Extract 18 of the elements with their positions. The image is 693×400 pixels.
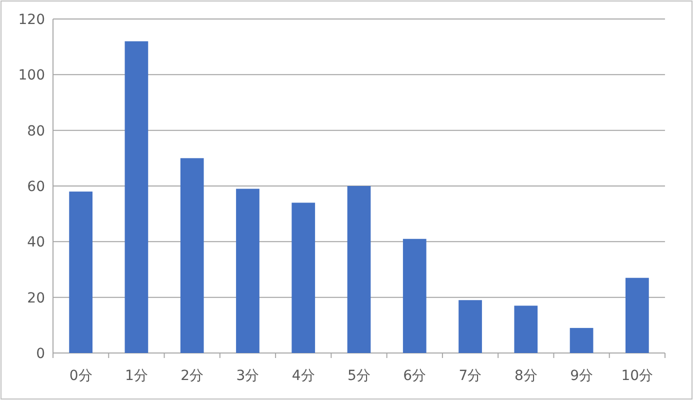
x-tick-label: 5分 (348, 368, 370, 384)
x-tick-label: 6分 (403, 368, 426, 384)
x-tick-label: 3分 (236, 368, 260, 384)
x-tick-label: 8分 (514, 368, 538, 384)
x-tick-label: 0分 (69, 368, 92, 384)
x-tick-label: 7分 (458, 368, 482, 384)
y-tick-label: 120 (18, 12, 45, 28)
y-tick-label: 60 (27, 179, 45, 195)
y-tick-label: 0 (36, 346, 45, 362)
x-tick-label: 2分 (180, 368, 204, 384)
x-tick-label: 10分 (621, 368, 654, 384)
y-tick-label: 100 (18, 68, 45, 84)
x-tick-label: 1分 (124, 368, 148, 384)
x-tick-label: 4分 (292, 368, 315, 384)
x-tick-label: 9分 (570, 368, 594, 384)
y-tick-label: 80 (27, 123, 45, 140)
y-tick-label: 40 (27, 234, 45, 251)
y-tick-label: 20 (27, 290, 45, 306)
